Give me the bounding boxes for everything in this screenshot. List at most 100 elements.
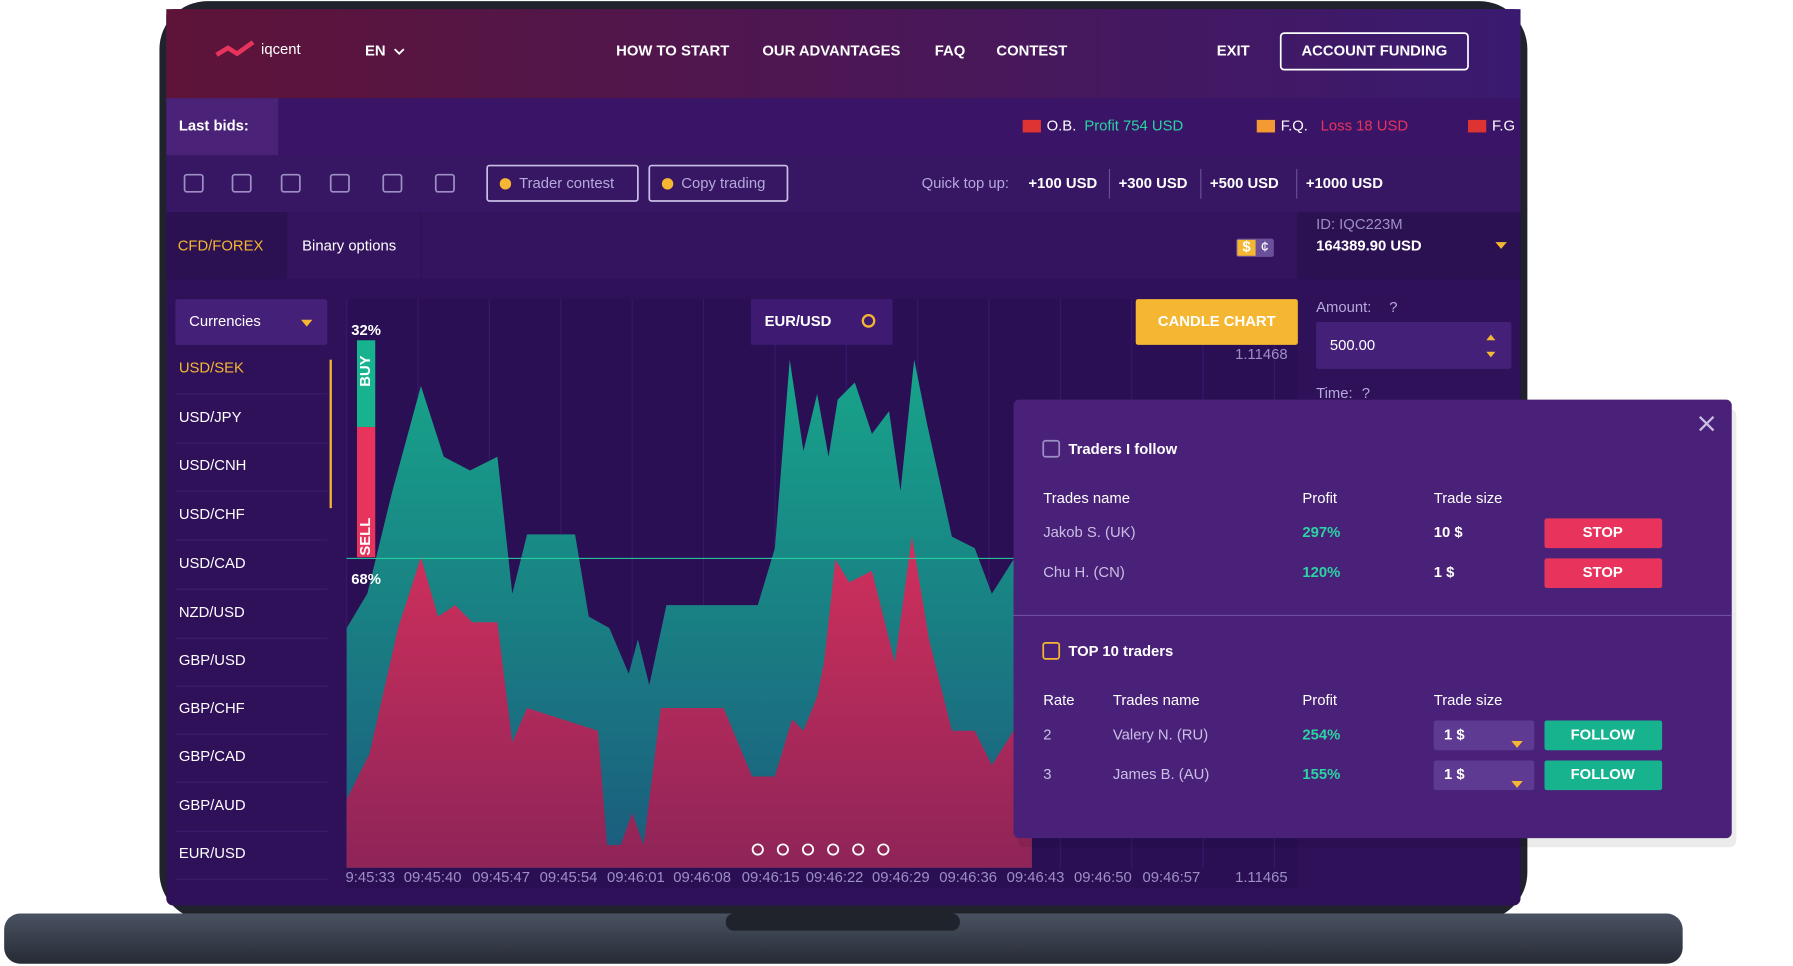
help-icon: ? xyxy=(1362,386,1370,402)
size-select[interactable] xyxy=(1433,720,1535,751)
amount-label: Amount: xyxy=(1316,300,1371,316)
currency-pair[interactable]: GBP/AUD xyxy=(179,798,246,814)
currency-pair[interactable]: USD/SEK xyxy=(179,361,244,377)
currency-pair[interactable]: USD/CAD xyxy=(179,556,246,572)
trade-size[interactable]: 1 $ xyxy=(1444,767,1465,783)
tool-icon[interactable] xyxy=(183,173,204,193)
currency-pair[interactable]: USD/JPY xyxy=(179,410,242,426)
account-box xyxy=(1297,212,1521,279)
currency-pair[interactable]: NZD/USD xyxy=(179,605,245,621)
popup-title: Traders I follow xyxy=(1068,442,1177,458)
tool-icon[interactable] xyxy=(329,173,350,193)
follow-button[interactable] xyxy=(1544,720,1663,751)
trader-profit: 155% xyxy=(1302,767,1340,783)
follow-button-label[interactable]: FOLLOW xyxy=(1571,767,1635,783)
stop-button-label[interactable]: STOP xyxy=(1583,565,1623,581)
stop-button[interactable] xyxy=(1544,558,1663,589)
sell-bar xyxy=(356,427,376,558)
zoom-control[interactable] xyxy=(852,843,865,856)
currency-dropdown[interactable] xyxy=(175,299,328,345)
help-icon: ? xyxy=(1389,300,1397,316)
select-caret xyxy=(1511,741,1523,748)
bid-trader: F.G xyxy=(1492,119,1515,135)
toolbar-button[interactable] xyxy=(648,164,789,202)
stop-button[interactable] xyxy=(1544,518,1663,549)
candle-button[interactable] xyxy=(1135,299,1298,345)
wallet-on xyxy=(1237,239,1256,256)
currency-pair[interactable]: EUR/USD xyxy=(179,846,246,862)
time-label: 09:45:40 xyxy=(404,870,462,886)
tab[interactable]: CFD/FOREX xyxy=(178,239,264,255)
amount-value[interactable]: 500.00 xyxy=(1330,338,1375,354)
exit-link[interactable]: EXIT xyxy=(1217,43,1250,59)
table-header: Trade size xyxy=(1434,693,1503,709)
scrollbar xyxy=(329,359,332,509)
bid-trader: F.Q. xyxy=(1281,119,1308,135)
time-label: 09:46:50 xyxy=(1074,870,1132,886)
trader-rate: 2 xyxy=(1043,727,1051,743)
tab[interactable]: Binary options xyxy=(302,239,396,255)
table-header: Trades name xyxy=(1113,693,1200,709)
time-label: 09:46:08 xyxy=(673,870,731,886)
currency-pair[interactable]: GBP/USD xyxy=(179,653,246,669)
cta-label[interactable]: ACCOUNT FUNDING xyxy=(1301,43,1447,59)
price-label: 1.11468 xyxy=(1235,347,1288,363)
cta-button[interactable] xyxy=(1279,32,1469,71)
trader-rate: 3 xyxy=(1043,767,1051,783)
trade-size[interactable]: 1 $ xyxy=(1444,727,1465,743)
follow-button[interactable] xyxy=(1544,760,1663,791)
quick-amount[interactable]: +500 USD xyxy=(1210,176,1279,192)
sell-label: SELL xyxy=(358,518,374,556)
nav-link[interactable]: HOW TO START xyxy=(616,43,729,59)
currency-pair[interactable]: GBP/CAD xyxy=(179,749,246,765)
close-button[interactable] xyxy=(1698,415,1715,432)
time-label: 09:46:36 xyxy=(939,870,997,886)
trader-name: James B. (AU) xyxy=(1113,767,1209,783)
nav-link[interactable]: FAQ xyxy=(935,43,965,59)
amount-input[interactable] xyxy=(1316,322,1512,369)
flag xyxy=(1467,119,1487,133)
zoom-control[interactable] xyxy=(776,843,789,856)
currency-pair[interactable]: USD/CNH xyxy=(179,458,247,474)
trader-name: Chu H. (CN) xyxy=(1043,565,1125,581)
dropdown-label[interactable]: Currencies xyxy=(189,314,261,330)
time-label: 09:46:43 xyxy=(1007,870,1065,886)
nav-link[interactable]: OUR ADVANTAGES xyxy=(762,43,900,59)
candle-button-label[interactable]: CANDLE CHART xyxy=(1158,314,1276,330)
toolbar-button-label[interactable]: Copy trading xyxy=(681,176,765,192)
size-select[interactable] xyxy=(1433,760,1535,791)
bid-result: Profit 754 USD xyxy=(1084,119,1183,135)
quick-amount[interactable]: +1000 USD xyxy=(1306,176,1383,192)
time-label: 09:46:22 xyxy=(806,870,864,886)
tool-icon[interactable] xyxy=(382,173,403,193)
time-label-input: Time: xyxy=(1316,386,1353,402)
pair-search[interactable] xyxy=(750,299,893,345)
zoom-control[interactable] xyxy=(751,843,764,856)
stop-button-label[interactable]: STOP xyxy=(1583,525,1623,541)
tool-icon[interactable] xyxy=(434,173,455,193)
tool-icon[interactable] xyxy=(280,173,301,193)
quick-amount[interactable]: +300 USD xyxy=(1119,176,1188,192)
table-header: Trade size xyxy=(1434,491,1503,507)
toolbar-button-label[interactable]: Trader contest xyxy=(519,176,615,192)
pair-search-label[interactable]: EUR/USD xyxy=(765,314,832,330)
quick-amount[interactable]: +100 USD xyxy=(1028,176,1097,192)
lang-select[interactable]: EN xyxy=(365,43,386,59)
popup-title: TOP 10 traders xyxy=(1068,644,1173,660)
currency-pair[interactable]: GBP/CHF xyxy=(179,701,245,717)
zoom-control[interactable] xyxy=(801,843,815,856)
follow-button-label[interactable]: FOLLOW xyxy=(1571,727,1635,743)
nav-link[interactable]: CONTEST xyxy=(996,43,1067,59)
sell-pct: 68% xyxy=(351,572,381,588)
tool-icon[interactable] xyxy=(231,173,252,193)
amount-stepper[interactable] xyxy=(1486,334,1496,358)
trader-profit: 254% xyxy=(1302,727,1340,743)
currency-pair[interactable]: USD/CHF xyxy=(179,507,245,523)
zoom-control[interactable] xyxy=(827,843,840,856)
buy-label: BUY xyxy=(358,355,374,386)
toolbar-button[interactable] xyxy=(486,164,639,202)
icon xyxy=(1042,642,1061,660)
zoom-control[interactable] xyxy=(877,843,890,856)
bids-bar xyxy=(166,98,1521,156)
